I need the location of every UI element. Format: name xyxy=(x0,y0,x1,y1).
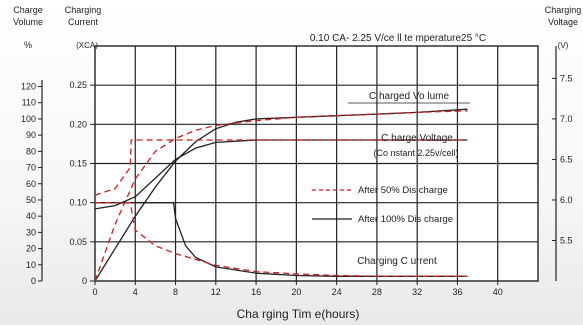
x-tick-label: 4 xyxy=(133,287,138,297)
x-tick-label: 0 xyxy=(92,287,97,297)
current-tick-label: 0.15 xyxy=(69,159,87,169)
series-voltage-after-50-line xyxy=(94,139,468,196)
volume-axis-unit: % xyxy=(24,40,32,50)
x-tick-label: 28 xyxy=(372,287,382,297)
annotation-charge-voltage-note: (Co nstant 2.25v/cell) xyxy=(373,148,458,158)
volume-tick-label: 100 xyxy=(21,114,36,124)
volume-tick-label: 40 xyxy=(26,211,36,221)
volume-tick-label: 0 xyxy=(31,276,36,286)
volume-tick-label: 80 xyxy=(26,146,36,156)
x-tick-label: 8 xyxy=(173,287,178,297)
series-volume-after-50-line xyxy=(94,110,468,282)
volume-axis-title-line2: Volume xyxy=(13,17,43,27)
x-tick-label: 40 xyxy=(493,287,503,297)
volume-tick-label: 90 xyxy=(26,130,36,140)
volume-tick-label: 20 xyxy=(26,244,36,254)
legend-label-after-100: After 100% Dis charge xyxy=(358,214,453,225)
current-axis-title-line1: Charging xyxy=(65,5,102,15)
volume-tick-label: 30 xyxy=(26,227,36,237)
annotation-charging-current: Charging C urrent xyxy=(357,256,437,267)
volume-tick-label: 60 xyxy=(26,179,36,189)
x-tick-label: 16 xyxy=(251,287,261,297)
x-axis-title: Cha rging Tim e(hours) xyxy=(237,307,360,321)
voltage-tick-label: 7.0 xyxy=(560,114,573,124)
annotation-charge-voltage: C harge Voltage xyxy=(381,133,453,144)
voltage-tick-label: 6.0 xyxy=(560,195,573,205)
current-axis-title-line2: Current xyxy=(68,17,99,27)
volume-tick-label: 50 xyxy=(26,195,36,205)
legend-label-after-50: After 50% Dis charge xyxy=(358,185,448,196)
current-tick-label: 0.05 xyxy=(69,237,87,247)
series-current-after-50-line xyxy=(95,202,468,277)
current-tick-label: 0.10 xyxy=(69,198,87,208)
current-tick-label: 0.25 xyxy=(69,80,87,90)
voltage-axis-title-line2: Voltage xyxy=(548,17,578,27)
x-tick-label: 20 xyxy=(291,287,301,297)
annotation-charged-volume: C harged Vo lume xyxy=(369,91,449,102)
x-tick-label: 24 xyxy=(332,287,342,297)
volume-axis-title-line1: Charge xyxy=(13,5,43,15)
x-tick-label: 12 xyxy=(211,287,221,297)
voltage-axis-unit: (V) xyxy=(558,41,569,50)
chart-title: 0.10 CA- 2.25 V/ce ll te mperature25 °C xyxy=(310,33,486,44)
current-axis-unit: (XCA) xyxy=(76,41,98,50)
voltage-axis-title-line1: Charging xyxy=(545,5,582,15)
current-tick-label: 0.20 xyxy=(69,119,87,129)
voltage-tick-label: 6.5 xyxy=(560,154,573,164)
volume-tick-label: 120 xyxy=(21,82,36,92)
volume-tick-label: 10 xyxy=(26,260,36,270)
voltage-tick-label: 7.5 xyxy=(560,73,573,83)
volume-tick-label: 110 xyxy=(22,98,36,108)
current-tick-label: 0 xyxy=(82,276,87,286)
x-tick-label: 36 xyxy=(452,287,462,297)
x-tick-label: 32 xyxy=(412,287,422,297)
voltage-tick-label: 5.5 xyxy=(560,235,573,245)
volume-tick-label: 70 xyxy=(26,163,36,173)
